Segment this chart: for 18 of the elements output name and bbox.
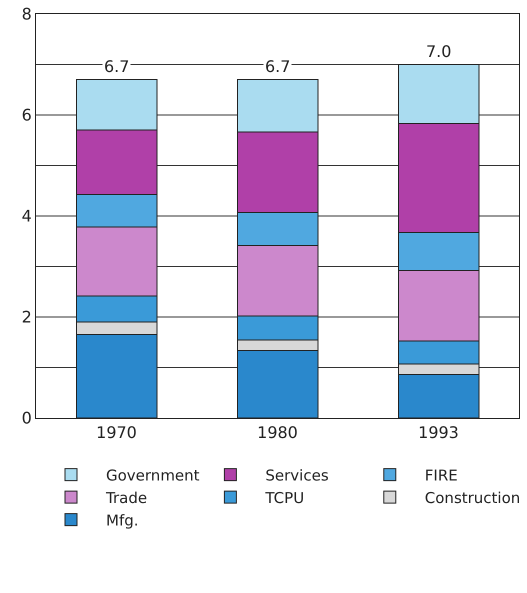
legend-label: Mfg.: [106, 512, 139, 530]
y-tick-label: 4: [22, 206, 32, 226]
legend-label: TCPU: [264, 489, 304, 507]
x-tick-label: 1980: [257, 423, 298, 442]
y-tick-label: 2: [22, 308, 32, 327]
legend-label: Trade: [105, 489, 148, 507]
total-label: 6.7: [104, 57, 130, 76]
x-tick-label: 1970: [96, 423, 137, 442]
y-tick-label: 6: [22, 106, 32, 125]
total-label: 7.0: [426, 42, 452, 61]
legend-label: FIRE: [424, 466, 458, 484]
legend-label: Government: [106, 466, 200, 484]
x-tick-label: 1993: [418, 423, 459, 442]
y-tick-label: 0: [22, 408, 32, 428]
legend-label: Services: [265, 466, 329, 484]
y-tick-label: 8: [22, 4, 32, 24]
total-label: 6.7: [265, 57, 290, 76]
legend-label: Construction: [424, 489, 520, 507]
